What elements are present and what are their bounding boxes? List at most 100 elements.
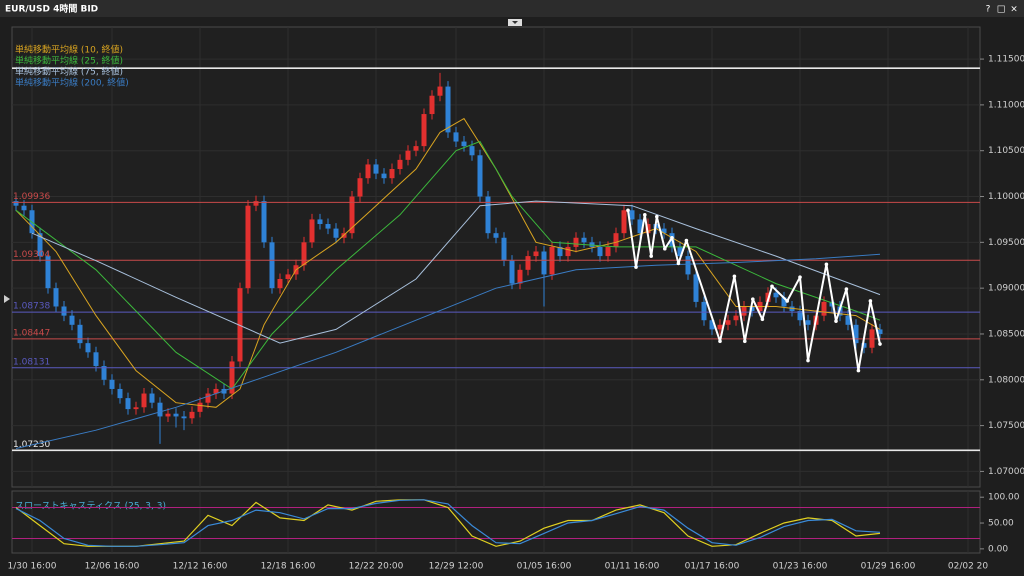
level-label: 1.09304 [13, 250, 50, 260]
candle-body [389, 169, 395, 179]
candle-body [861, 343, 867, 348]
candle-body [773, 292, 779, 298]
stochastic-line [15, 499, 881, 547]
candle-body [213, 388, 219, 394]
x-tick-label: 02/02 20 [948, 562, 989, 572]
annotation-point [868, 299, 873, 303]
help-button[interactable]: ? [986, 5, 991, 15]
candle-body [469, 146, 475, 156]
candle-body [565, 246, 571, 257]
candle-body [685, 256, 691, 275]
candle-body [405, 150, 411, 160]
candle-body [661, 228, 667, 234]
x-tick-label: 12/22 20:00 [349, 562, 404, 572]
candle-body [325, 224, 331, 229]
candle-body [717, 324, 723, 330]
candle-body [373, 164, 379, 174]
candle-body [181, 416, 187, 419]
moving-average [15, 117, 881, 408]
candle-body [413, 146, 419, 151]
candle-body [693, 274, 699, 302]
annotation-point [878, 342, 882, 346]
annotation-point [732, 274, 737, 279]
candle-body [485, 196, 491, 234]
candle-body [149, 393, 155, 403]
candle-body [381, 173, 387, 179]
candle-body [525, 256, 531, 270]
candle-body [349, 196, 355, 234]
annotation-point [760, 317, 765, 322]
price-panel [11, 26, 981, 488]
level-label: 1.08131 [13, 357, 50, 367]
y-tick-label: 100.00 [988, 493, 1020, 503]
candle-body [261, 201, 267, 243]
candle-body [45, 256, 51, 289]
candle-body [13, 201, 19, 206]
legend-entry: 単純移動平均線 (25, 終値) [15, 55, 123, 67]
candle-body [493, 233, 499, 238]
candle-body [645, 224, 651, 234]
candle-body [701, 301, 707, 321]
candle-body [245, 205, 251, 289]
candle-body [69, 315, 75, 325]
maximize-button[interactable]: □ [997, 5, 1006, 15]
annotation-point [649, 254, 653, 258]
close-button[interactable]: × [1010, 5, 1018, 15]
candle-body [357, 178, 363, 197]
candle-body [709, 320, 715, 330]
annotation-point [743, 339, 747, 344]
candle-body [829, 301, 835, 307]
candle-body [589, 242, 595, 247]
candle-body [821, 301, 827, 316]
legend-entry: 単純移動平均線 (200, 終値) [15, 77, 129, 89]
x-tick-label: 12/18 16:00 [261, 562, 316, 572]
candle-body [37, 233, 43, 257]
candle-body [93, 352, 99, 367]
annotation-point [718, 339, 722, 344]
candle-body [85, 343, 91, 353]
candle-body [125, 398, 131, 410]
x-tick-label: 01/05 16:00 [517, 562, 572, 572]
annotation-point [856, 368, 861, 373]
y-tick-label: 1.11000 [988, 100, 1024, 110]
candle-body [605, 246, 611, 257]
candle-body [21, 205, 27, 211]
y-tick-label: 1.07000 [988, 467, 1024, 477]
candle-body [301, 242, 307, 266]
candle-body [269, 242, 275, 289]
candle-body [277, 278, 283, 289]
candle-body [877, 329, 883, 334]
candle-body [165, 413, 171, 417]
candle-body [573, 237, 579, 247]
candle-body [365, 164, 371, 179]
title-bar [0, 0, 1024, 17]
y-tick-label: 1.08000 [988, 375, 1024, 385]
x-tick-label: 01/11 16:00 [605, 562, 660, 572]
x-tick-label: 12/29 12:00 [429, 562, 484, 572]
candle-body [429, 95, 435, 115]
candle-body [509, 260, 515, 284]
plot: 1.07000 1.07500 1.08000 1.08500 1.09000 1.095… [7, 44, 1024, 572]
annotation-point [770, 284, 774, 289]
candle-body [173, 413, 179, 417]
candle-body [189, 411, 195, 419]
candle-body [133, 407, 139, 410]
y-tick-label: 1.09000 [988, 284, 1024, 294]
x-tick-label: 01/17 16:00 [685, 562, 740, 572]
candle-body [157, 402, 163, 417]
annotation-point [670, 235, 674, 240]
candle-body [629, 210, 635, 220]
candle-body [285, 274, 291, 279]
annotation-point [834, 319, 838, 323]
candle-body [421, 114, 427, 147]
annotation-point [824, 262, 829, 267]
candle-body [845, 315, 851, 325]
x-tick-label: 12/12 16:00 [173, 562, 228, 572]
candle-body [725, 320, 731, 325]
scroll-marker[interactable] [4, 295, 10, 303]
candle-body [53, 288, 59, 307]
annotation-point [806, 358, 810, 363]
candle-body [501, 237, 507, 261]
candle-body [797, 311, 803, 321]
